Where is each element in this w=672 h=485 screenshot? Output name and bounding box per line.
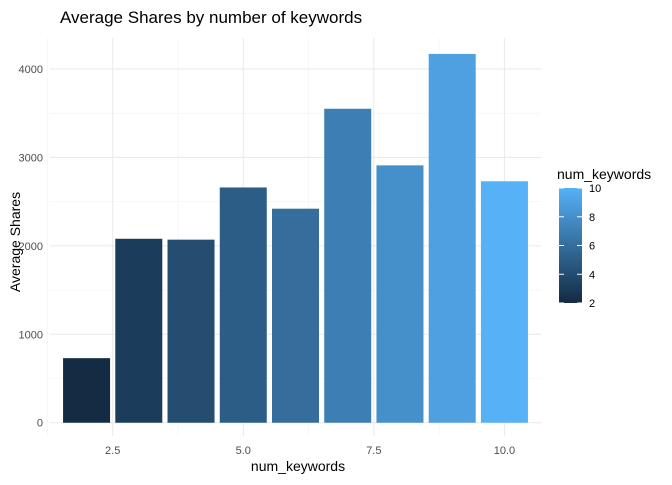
y-axis-ticks: 0 1000 2000 3000 4000 [19, 64, 43, 430]
bar [376, 165, 424, 423]
y-axis-label: Average Shares [7, 192, 23, 292]
y-tick-label: 1000 [19, 329, 43, 341]
y-tick-label: 0 [37, 418, 43, 430]
y-tick-label: 4000 [19, 64, 43, 76]
bar [324, 108, 372, 423]
x-tick-label: 5.0 [236, 445, 251, 457]
x-tick-label: 10.0 [494, 445, 515, 457]
y-tick-label: 3000 [19, 152, 43, 164]
bar [167, 239, 215, 423]
color-legend: num_keywords 2 4 6 8 10 [557, 166, 651, 310]
legend-color-bar [559, 188, 582, 303]
bar [219, 187, 267, 423]
chart-title: Average Shares by number of keywords [60, 8, 362, 27]
x-tick-label: 7.5 [366, 445, 381, 457]
bars [63, 53, 528, 423]
bar [271, 208, 320, 423]
bar [115, 238, 163, 423]
bar [480, 181, 528, 423]
legend-tick-label: 6 [589, 241, 595, 253]
legend-tick-label: 8 [589, 212, 595, 224]
y-tick-label: 2000 [19, 241, 43, 253]
x-axis-ticks: 2.5 5.0 7.5 10.0 [105, 445, 515, 457]
legend-tick-label: 4 [589, 269, 595, 281]
bar [428, 53, 476, 423]
legend-ticks: 2 4 6 8 10 [559, 183, 601, 310]
x-tick-label: 2.5 [105, 445, 120, 457]
legend-title: num_keywords [557, 166, 651, 182]
bar [63, 358, 111, 423]
legend-tick-label: 2 [589, 298, 595, 310]
x-axis-label: num_keywords [251, 458, 345, 474]
legend-tick-label: 10 [589, 183, 601, 195]
